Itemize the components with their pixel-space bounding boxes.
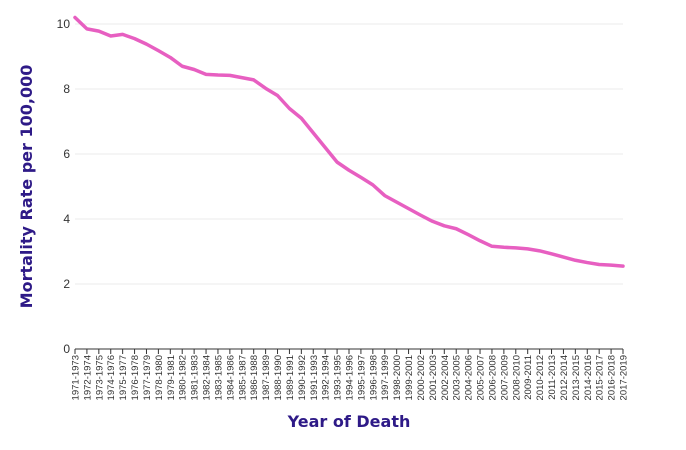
y-tick-label: 2 bbox=[63, 277, 70, 291]
x-tick-label: 1984-1986 bbox=[225, 355, 236, 400]
x-tick-label: 1987-1989 bbox=[261, 355, 272, 400]
x-tick-label: 1972-1974 bbox=[82, 355, 93, 400]
x-tick-label: 2004-2006 bbox=[464, 355, 475, 400]
x-tick-label: 2002-2004 bbox=[440, 355, 451, 400]
y-tick-label: 0 bbox=[63, 342, 70, 356]
y-tick-label: 4 bbox=[63, 212, 70, 226]
x-tick-label: 1983-1985 bbox=[213, 355, 224, 400]
x-axis-title: Year of Death bbox=[287, 412, 411, 431]
gridlines bbox=[75, 23, 623, 285]
x-tick-label: 2009-2011 bbox=[523, 355, 534, 400]
x-tick-label: 1986-1988 bbox=[249, 355, 260, 400]
x-tick-label: 2012-2014 bbox=[559, 355, 570, 400]
x-tick-label: 1981-1983 bbox=[190, 355, 201, 400]
x-tick-label: 1991-1993 bbox=[309, 355, 320, 400]
x-tick-label: 1998-2000 bbox=[392, 355, 403, 400]
x-tick-label: 1993-1995 bbox=[333, 355, 344, 400]
y-tick-label: 8 bbox=[63, 82, 70, 96]
x-tick-label: 1995-1997 bbox=[356, 355, 367, 400]
x-tick-label: 1979-1981 bbox=[166, 355, 177, 400]
x-tick-label: 1973-1975 bbox=[94, 355, 105, 400]
y-tick-label: 10 bbox=[57, 17, 71, 31]
x-tick-label: 2001-2003 bbox=[428, 355, 439, 400]
x-tick-label: 2011-2013 bbox=[547, 355, 558, 400]
x-tick-label: 1982-1984 bbox=[202, 355, 213, 400]
x-axis-ticks: 1971-1973 1972-1974 1973-1975 1974-1976 1975… bbox=[71, 349, 630, 400]
x-tick-label: 1976-1978 bbox=[130, 355, 141, 400]
x-tick-label: 1994-1996 bbox=[345, 355, 356, 400]
series-line bbox=[73, 15, 625, 268]
x-tick-label: 2013-2015 bbox=[571, 355, 582, 400]
x-tick-label: 1996-1998 bbox=[368, 355, 379, 400]
x-tick-label: 1974-1976 bbox=[106, 355, 117, 400]
x-tick-label: 2008-2010 bbox=[511, 355, 522, 400]
x-tick-label: 2014-2016 bbox=[583, 355, 594, 400]
x-tick-label: 2006-2008 bbox=[487, 355, 498, 400]
x-tick-label: 1975-1977 bbox=[118, 355, 129, 400]
y-axis-ticks: 0 2 4 6 8 10 bbox=[57, 17, 71, 356]
x-tick-label: 1997-1999 bbox=[380, 355, 391, 400]
x-tick-label: 1999-2001 bbox=[404, 355, 415, 400]
x-tick-label: 1988-1990 bbox=[273, 355, 284, 400]
x-tick-label: 2017-2019 bbox=[619, 355, 630, 400]
y-tick-label: 6 bbox=[63, 147, 70, 161]
x-tick-label: 2015-2017 bbox=[595, 355, 606, 400]
x-tick-label: 2016-2018 bbox=[607, 355, 618, 400]
x-tick-label: 2007-2009 bbox=[499, 355, 510, 400]
x-tick-label: 1977-1979 bbox=[142, 355, 153, 400]
x-tick-label: 1971-1973 bbox=[71, 355, 82, 400]
x-tick-label: 1990-1992 bbox=[297, 355, 308, 400]
x-tick-label: 2010-2012 bbox=[535, 355, 546, 400]
x-tick-label: 1978-1980 bbox=[154, 355, 165, 400]
x-tick-label: 1989-1991 bbox=[285, 355, 296, 400]
series-layer bbox=[73, 15, 625, 268]
x-tick-label: 1992-1994 bbox=[321, 355, 332, 400]
x-tick-label: 1985-1987 bbox=[237, 355, 248, 400]
x-tick-label: 2005-2007 bbox=[476, 355, 487, 400]
x-tick-label: 2003-2005 bbox=[452, 355, 463, 400]
x-tick-label: 1980-1982 bbox=[178, 355, 189, 400]
y-axis-title: Mortality Rate per 100,000 bbox=[17, 65, 36, 309]
x-tick-label: 2000-2002 bbox=[416, 355, 427, 400]
